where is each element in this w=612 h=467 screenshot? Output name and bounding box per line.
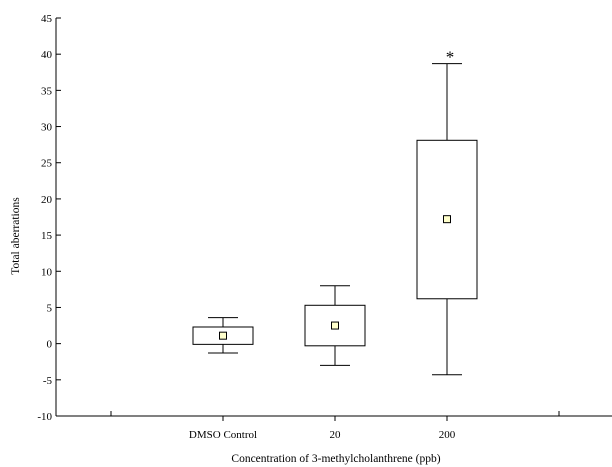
- y-tick-label: 45: [41, 13, 53, 25]
- x-axis-label: Concentration of 3-methylcholanthrene (p…: [231, 453, 440, 465]
- mean-marker: [443, 215, 451, 224]
- y-tick-label: -10: [37, 411, 52, 423]
- box-group: [304, 285, 366, 366]
- y-axis-ticks: -10 -5 0 5 10 15 20 25 30 35 40 45: [37, 13, 61, 423]
- x-tick-label: DMSO Control: [189, 429, 257, 441]
- plot-axes: [55, 18, 612, 417]
- box-group: [192, 317, 254, 354]
- mean-marker: [219, 331, 227, 340]
- y-tick-label: 30: [41, 122, 53, 134]
- y-tick-label: 15: [41, 230, 53, 242]
- y-axis-label: Total aberrations: [10, 197, 22, 275]
- y-tick-label: 0: [47, 339, 53, 351]
- x-tick-label: 20: [330, 429, 342, 441]
- y-tick-label: 25: [41, 158, 53, 170]
- significance-annotation: *: [446, 48, 455, 67]
- box-group: *: [416, 48, 478, 376]
- y-tick-label: 5: [47, 302, 53, 314]
- y-tick-label: 10: [41, 266, 53, 278]
- x-axis-ticks: DMSO Control 20 200: [110, 411, 560, 441]
- mean-marker: [331, 321, 339, 330]
- y-tick-label: 40: [41, 49, 53, 61]
- x-tick-label: 200: [439, 429, 456, 441]
- y-tick-label: 20: [41, 194, 53, 206]
- y-tick-label: -5: [43, 375, 53, 387]
- y-tick-label: 35: [41, 85, 53, 97]
- box-series: *: [192, 48, 478, 376]
